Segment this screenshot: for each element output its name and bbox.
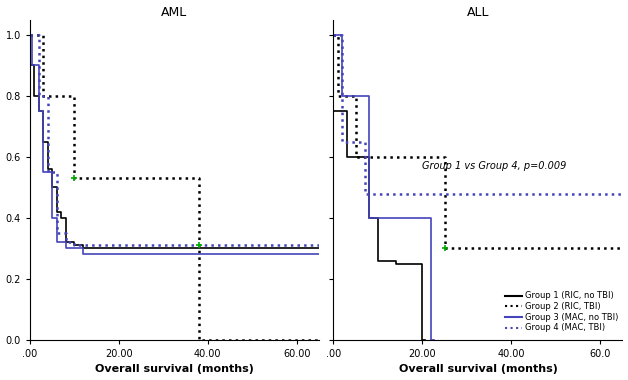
Title: ALL: ALL [467,6,489,19]
Text: Group 1 vs Group 4, p=0.009: Group 1 vs Group 4, p=0.009 [423,161,567,171]
Legend: Group 1 (RIC, no TBI), Group 2 (RIC, TBI), Group 3 (MAC, no TBI), Group 4 (MAC, : Group 1 (RIC, no TBI), Group 2 (RIC, TBI… [505,291,619,332]
Title: AML: AML [161,6,188,19]
X-axis label: Overall survival (months): Overall survival (months) [95,364,254,374]
X-axis label: Overall survival (months): Overall survival (months) [399,364,558,374]
